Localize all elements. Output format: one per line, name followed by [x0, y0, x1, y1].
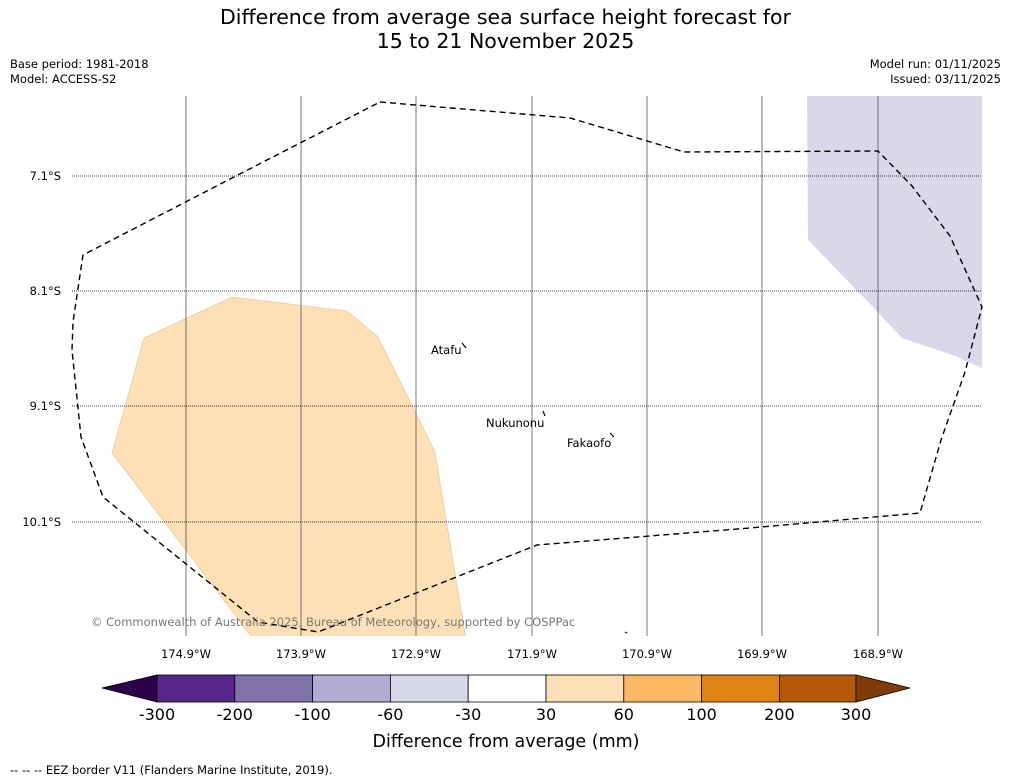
base-period: Base period: 1981-2018 [10, 57, 149, 71]
chart-title: Difference from average sea surface heig… [0, 5, 1011, 53]
lat-label: 10.1°S [22, 515, 61, 529]
positive-anomaly-region [111, 296, 466, 636]
lon-label: 170.9°W [622, 647, 672, 661]
colorbar-tick: -30 [455, 705, 481, 724]
meta-right: Model run: 01/11/2025 Issued: 03/11/2025 [870, 57, 1001, 87]
negative-anomaly-region [807, 96, 982, 368]
lat-label: 8.1°S [30, 284, 61, 298]
copyright-note: © Commonwealth of Australia 2025, Bureau… [91, 615, 575, 629]
model-run: Model run: 01/11/2025 [869, 57, 1001, 71]
colorbar-tick: 100 [686, 705, 717, 724]
place-label-atafu: Atafu [431, 343, 462, 357]
colorbar-tick: 30 [536, 705, 556, 724]
title-line-2: 15 to 21 November 2025 [376, 29, 635, 53]
issued-date: Issued: 03/11/2025 [890, 72, 1001, 86]
colorbar-swatch [701, 674, 780, 703]
colorbar-tick: -200 [217, 705, 253, 724]
colorbar-swatch [156, 674, 236, 703]
colorbar-swatch [234, 674, 314, 703]
colorbar-tick: 200 [764, 705, 795, 724]
longitude-lines [185, 96, 879, 636]
lat-label: 9.1°S [30, 399, 61, 413]
colorbar-tick: -60 [377, 705, 403, 724]
colorbar-tick: -100 [294, 705, 330, 724]
colorbar-swatch [779, 674, 857, 703]
colorbar [101, 674, 911, 703]
colorbar-extend-high [855, 674, 911, 703]
colorbar-swatch [467, 674, 547, 703]
lon-label: 172.9°W [391, 647, 441, 661]
islands [461, 342, 628, 634]
colorbar-tick: 300 [841, 705, 872, 724]
lat-label: 7.1°S [30, 169, 61, 183]
meta-left: Base period: 1981-2018 Model: ACCESS-S2 [10, 57, 149, 87]
colorbar-swatch [312, 674, 391, 703]
colorbar-extend-low [101, 674, 158, 703]
nukunonu-island [542, 410, 546, 417]
lon-label: 171.9°W [507, 647, 557, 661]
small-island [624, 631, 628, 634]
model-name: Model: ACCESS-S2 [10, 72, 117, 86]
colorbar-swatch [389, 674, 469, 703]
fakaofo-island [609, 432, 615, 438]
latitude-lines [72, 175, 982, 523]
colorbar-tick: 60 [614, 705, 634, 724]
colorbar-tick: -300 [139, 705, 175, 724]
lon-label: 174.9°W [161, 647, 211, 661]
lon-label: 173.9°W [276, 647, 326, 661]
place-label-nukunonu: Nukunonu [486, 416, 544, 430]
place-label-fakaofo: Fakaofo [567, 436, 611, 450]
colorbar-label: Difference from average (mm) [372, 732, 639, 752]
colorbar-swatch [545, 674, 625, 703]
title-line-1: Difference from average sea surface heig… [220, 5, 791, 29]
lon-label: 169.9°W [737, 647, 787, 661]
colorbar-swatch [623, 674, 702, 703]
atafu-island [461, 342, 467, 349]
lon-label: 168.9°W [853, 647, 903, 661]
eez-legend-note: -- -- -- EEZ border V11 (Flanders Marine… [10, 763, 333, 777]
